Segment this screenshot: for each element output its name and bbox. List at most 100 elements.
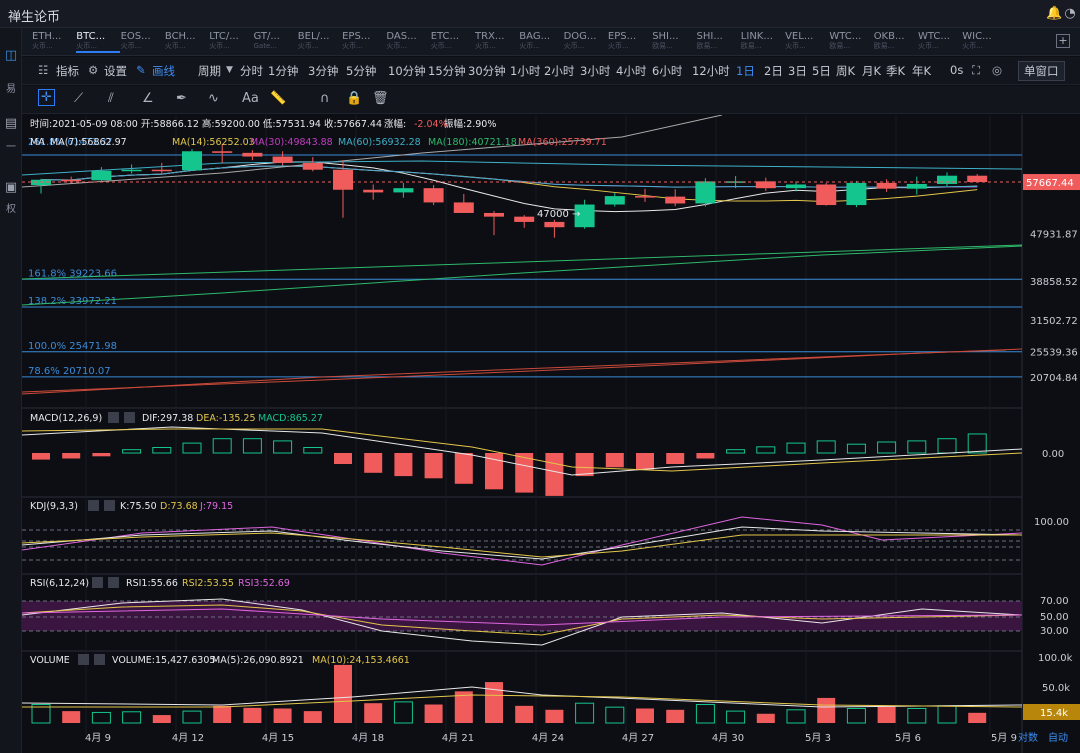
symbol-tab[interactable]: BEL/... 火币... — [298, 31, 342, 53]
symbol-tab[interactable]: ETH... 火币... — [32, 31, 76, 53]
symbol-tab[interactable]: SHI... 欧易... — [697, 31, 741, 53]
timeframe-option[interactable]: 12小时 — [692, 64, 730, 78]
log-scale-toggle: 对数 — [1018, 731, 1038, 744]
volume-bar — [243, 707, 262, 723]
list-icon[interactable]: ▤ — [4, 116, 18, 131]
symbol-tab[interactable]: BTC... 火币... — [76, 31, 121, 53]
symbol-tab[interactable]: GT/... Gate... — [254, 31, 298, 53]
macd-dea-line — [22, 428, 1023, 472]
symbol-tab[interactable]: EPS... 火币... — [608, 31, 652, 53]
line-icon[interactable]: ⟋ — [74, 91, 84, 106]
timeframe-option[interactable]: 4小时 — [616, 64, 647, 78]
volume-close-icon[interactable] — [94, 654, 105, 665]
add-tab-button[interactable]: + — [1056, 34, 1070, 48]
timeframe-option[interactable]: 2日 — [764, 64, 783, 78]
gear-icon[interactable]: ⚙ — [88, 63, 99, 77]
candle-body — [514, 216, 535, 222]
tab-exchange: 火币... — [386, 42, 408, 50]
tab-name: LTC/... — [209, 31, 239, 42]
symbol-tab[interactable]: TRX... 火币... — [475, 31, 519, 53]
tab-name: VEL... — [785, 31, 814, 42]
indicator-icon[interactable]: ☷ — [38, 63, 49, 77]
seconds-toggle[interactable]: 0s — [950, 63, 964, 77]
timeframe-option[interactable]: 6小时 — [652, 64, 683, 78]
symbol-tab[interactable]: WTC... 欧易... — [829, 31, 873, 53]
symbol-tab[interactable]: WIC... 火币... — [962, 31, 1006, 53]
symbol-tab[interactable]: SHI... 欧易... — [652, 31, 696, 53]
symbol-tab[interactable]: LINK... 欧易... — [741, 31, 785, 53]
timeframe-option[interactable]: 10分钟 — [388, 64, 426, 78]
screenshot-icon[interactable]: ◎ — [992, 63, 1003, 77]
indicator-button[interactable]: 指标 — [56, 64, 79, 78]
timeframe-option[interactable]: 5分钟 — [346, 64, 377, 78]
tab-exchange: 火币... — [962, 42, 983, 50]
kdj-k-value: K:75.50 — [120, 501, 157, 512]
timeframe-option[interactable]: 30分钟 — [468, 64, 506, 78]
macd-settings-icon[interactable] — [108, 412, 119, 423]
multi-line-icon[interactable]: ⫽ — [108, 91, 114, 106]
macd-bar — [515, 453, 534, 493]
volume-bar — [62, 711, 81, 723]
bell-icon[interactable]: 🔔 — [1046, 6, 1063, 21]
timeframe-option[interactable]: 年K — [912, 64, 932, 78]
symbol-tab[interactable]: BCH... 火币... — [165, 31, 209, 53]
text-aa-icon[interactable]: Aa — [242, 91, 259, 106]
contract-icon[interactable]: ▣ — [4, 180, 18, 195]
pen-icon[interactable]: ✒ — [176, 91, 187, 106]
angle-icon[interactable]: ∠ — [142, 91, 154, 106]
symbol-tab[interactable]: EOS... 火币... — [121, 31, 165, 53]
symbol-tab[interactable]: OKB... 欧易... — [874, 31, 918, 53]
symbol-tab[interactable]: BAG... 火币... — [519, 31, 563, 53]
timeframe-option[interactable]: 分时 — [240, 64, 263, 78]
window-dropdown[interactable]: 单窗口 — [1018, 61, 1065, 81]
crosshair-icon[interactable]: ✛ — [38, 89, 55, 106]
timeframe-option[interactable]: 季K — [886, 64, 906, 78]
timeframe-option[interactable]: 3日 — [788, 64, 807, 78]
kdj-close-icon[interactable] — [104, 500, 115, 511]
macd-close-icon[interactable] — [124, 412, 135, 423]
symbol-tab[interactable]: ETC... 火币... — [431, 31, 475, 53]
timeframe-option[interactable]: 15分钟 — [428, 64, 466, 78]
chart-icon[interactable]: ◫ — [4, 48, 18, 63]
volume-bar — [152, 715, 171, 723]
magnet-icon[interactable]: ∩ — [320, 91, 330, 106]
settings-circle-icon[interactable]: ◔ — [1064, 6, 1076, 21]
kdj-settings-icon[interactable] — [88, 500, 99, 511]
symbol-tab[interactable]: LTC/... 火币... — [209, 31, 253, 53]
symbol-tab[interactable]: VEL... 火币... — [785, 31, 829, 53]
macd-bar — [62, 453, 81, 459]
symbol-tab[interactable]: EPS... 火币... — [342, 31, 386, 53]
macd-hist-value: MACD:865.27 — [258, 413, 323, 424]
timeframe-option[interactable]: 3小时 — [580, 64, 611, 78]
fib-label: 78.6% 20710.07 — [28, 366, 111, 377]
timeframe-option[interactable]: 1日 — [736, 64, 755, 78]
lock-icon[interactable]: 🔒 — [346, 91, 363, 106]
draw-button[interactable]: 画线 — [152, 64, 175, 78]
pencil-icon[interactable]: ✎ — [136, 63, 146, 77]
trash-icon[interactable]: 🗑 — [372, 91, 389, 106]
volume-bar — [213, 705, 232, 723]
settings-button[interactable]: 设置 — [104, 64, 127, 78]
timeframe-option[interactable]: 1分钟 — [268, 64, 299, 78]
macd-bar — [907, 440, 927, 454]
symbol-tab[interactable]: DAS... 火币... — [386, 31, 430, 53]
ma360-value: MA(360):25739.71 — [518, 137, 607, 148]
fullscreen-icon[interactable]: ⛶ — [972, 63, 981, 77]
macd-bar — [756, 446, 776, 454]
rsi-settings-icon[interactable] — [92, 577, 103, 588]
timeframe-option[interactable]: 5日 — [812, 64, 831, 78]
date-tick: 4月 27 — [622, 732, 654, 744]
timeframe-option[interactable]: 月K — [862, 64, 882, 78]
timeframe-option[interactable]: 3分钟 — [308, 64, 339, 78]
volume-settings-icon[interactable] — [78, 654, 89, 665]
chart-area[interactable]: 161.8% 39223.66 138.2% 33972.21 100.0% 254… — [22, 115, 1080, 753]
timeframe-option[interactable]: 周K — [836, 64, 856, 78]
ruler-icon[interactable]: 📏 — [270, 91, 287, 106]
rsi-close-icon[interactable] — [108, 577, 119, 588]
timeframe-option[interactable]: 2小时 — [544, 64, 575, 78]
wave-icon[interactable]: ∿ — [208, 91, 219, 106]
symbol-tab[interactable]: WTC... 火币... — [918, 31, 962, 53]
timeframe-option[interactable]: 1小时 — [510, 64, 541, 78]
period-dropdown[interactable]: 周期 — [198, 64, 221, 78]
symbol-tab[interactable]: DOG... 火币... — [564, 31, 608, 53]
